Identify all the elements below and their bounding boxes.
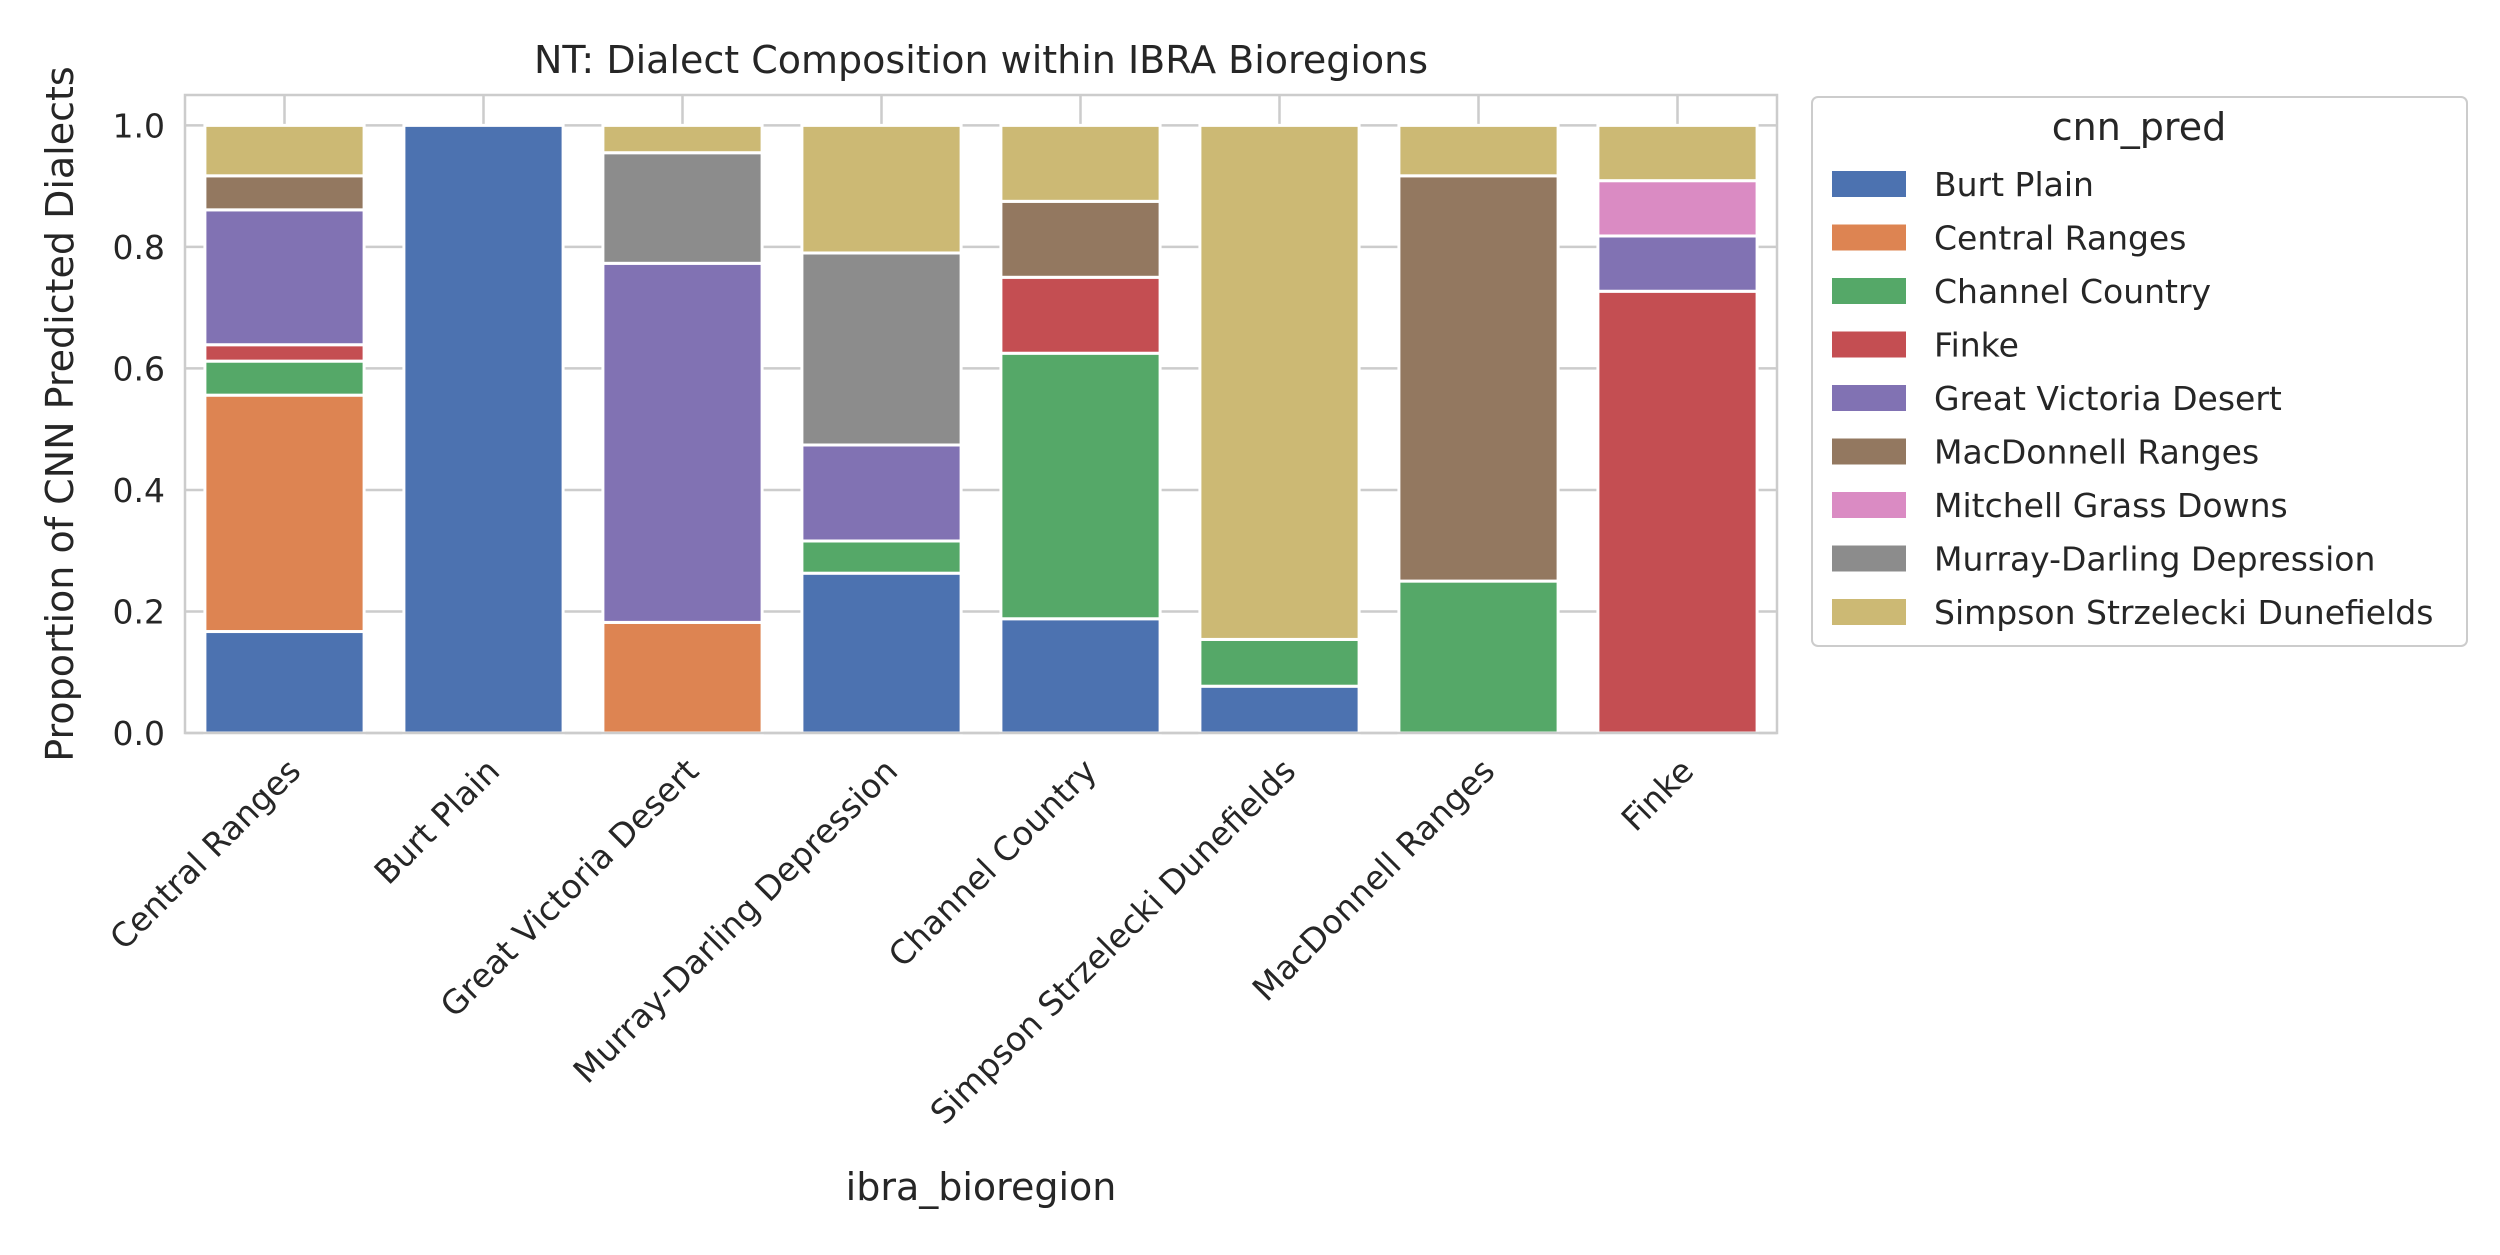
bar-segment [203,174,366,212]
bar-segment [999,199,1162,279]
y-tick-label: 1.0 [113,106,165,145]
bar-segment [1198,684,1361,735]
legend-swatch [1832,278,1906,304]
legend-label: Mitchell Grass Downs [1934,486,2288,525]
bar-segment [1198,123,1361,641]
legend-label: Burt Plain [1934,165,2094,204]
bar-segment [999,351,1162,621]
y-tick-label: 0.6 [113,349,165,388]
legend-label: Channel Country [1934,272,2211,311]
bar-segment [203,393,366,634]
y-tick-label: 0.0 [113,714,165,753]
bar-segment [203,208,366,347]
bar-segment [800,539,963,575]
legend-swatch [1832,492,1906,518]
bar-segment [800,251,963,447]
bar-segment [1596,234,1759,293]
legend-label: Murray-Darling Depression [1934,540,2375,579]
legend-swatch [1832,438,1906,465]
y-axis-label: Proportion of CNN Predicted Dialects [38,66,82,761]
bar-segment [203,343,366,363]
bar-segment [800,123,963,255]
y-tick-label: 0.8 [113,228,165,267]
legend-swatch [1832,599,1906,625]
y-tick-label: 0.4 [113,471,165,510]
legend-label: MacDonnell Ranges [1934,433,2259,472]
chart-title: NT: Dialect Composition within IBRA Bior… [534,38,1428,82]
y-tick-labels: 0.0 0.2 0.4 0.6 0.8 1.0 [113,106,165,753]
bar-segment [999,123,1162,203]
legend-title: cnn_pred [2052,105,2226,149]
legend-swatch [1832,545,1906,572]
legend-swatch [1832,385,1906,411]
legend-swatch [1832,331,1906,358]
bar-segment [1596,123,1759,183]
bar-segment [402,123,565,735]
legend-label: Simpson Strzelecki Dunefields [1934,593,2433,632]
bars [203,123,1759,735]
plot-frame [183,93,1779,735]
legend-swatch [1832,171,1906,197]
bar-segment [1397,123,1560,178]
bar-segment [800,443,963,543]
legend-label: Central Ranges [1934,219,2186,258]
bar-segment [203,123,366,178]
bar-segment [1397,579,1560,735]
x-axis-label: ibra_bioregion [846,1165,1117,1209]
bar-segment [601,151,764,265]
bar-segment [999,275,1162,355]
bar-segment [601,261,764,624]
bar-segment [999,617,1162,735]
legend-swatch [1832,224,1906,251]
legend-label: Finke [1934,326,2019,365]
bar-segment [601,620,764,735]
bar-segment [1596,179,1759,238]
bar-segment [1596,289,1759,735]
bar-segment [203,630,366,735]
legend-items: Burt Plain Central Ranges Channel Country F… [1832,165,2433,632]
bar-segment [800,571,963,735]
legend-frame [1811,96,2468,647]
legend: cnn_pred Burt Plain Central Ranges Channel… [1811,96,2468,647]
legend-label: Great Victoria Desert [1934,379,2282,418]
bar-segment [203,359,366,397]
bar-segment [601,123,764,155]
bar-segment [1198,637,1361,688]
bar-segment [1397,174,1560,583]
y-tick-label: 0.2 [113,592,165,631]
